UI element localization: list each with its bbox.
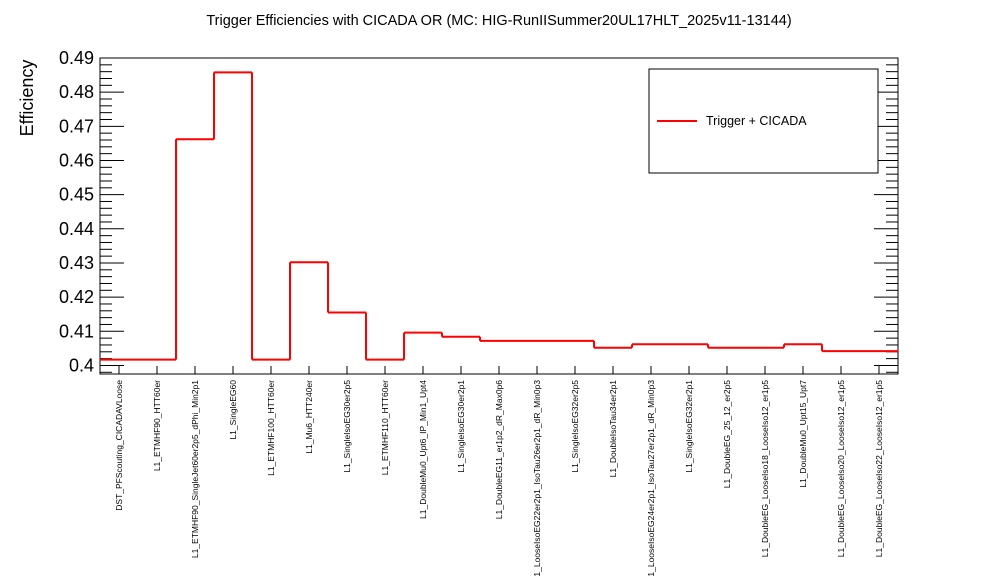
y-tick-label: 0.45 <box>59 185 94 205</box>
x-tick-label: DST_PFScouting_CICADAVLoose <box>114 380 124 511</box>
y-axis: 0.4 0.41 0.42 0.43 0.44 0.45 0.46 0.47 0.48 0.49 <box>59 48 898 375</box>
chart-title: Trigger Efficiencies with CICADA OR (MC:… <box>206 13 791 29</box>
x-tick-label: L1_DoubleEG_25_12_er2p5 <box>722 380 732 489</box>
x-tick-label: L1_DoubleEG_LooseIso22_LooseIso12_er1p5 <box>874 380 884 557</box>
y-tick-label: 0.4 <box>69 355 94 375</box>
legend-label: Trigger + CICADA <box>706 114 807 128</box>
x-tick-label: L1_DoubleMu0_Upt6_IP_Min1_Upt4 <box>418 380 428 519</box>
x-tick-label: L1_SingleIsoEG30er2p5 <box>342 380 352 473</box>
x-tick-label: L1_DoubleEG_LooseIso18_LooseIso12_er1p5 <box>760 380 770 557</box>
y-tick-label: 0.48 <box>59 82 94 102</box>
x-tick-label: L1_ETMHF100_HTT60er <box>266 380 276 476</box>
legend: Trigger + CICADA <box>648 68 879 174</box>
y-tick-label: 0.49 <box>59 48 94 68</box>
y-tick-label: 0.41 <box>59 321 94 341</box>
y-tick-label: 0.43 <box>59 253 94 273</box>
x-tick-label: L1_Mu6_HTT240er <box>304 380 314 454</box>
y-tick-label: 0.44 <box>59 219 94 239</box>
x-tick-label: L1_LooseIsoEG24er2p1_IsoTau27er2p1_dR_Mi… <box>646 380 656 576</box>
x-tick-label: L1_SingleIsoEG32er2p5 <box>570 380 580 473</box>
x-tick-label: L1_SingleEG60 <box>228 380 238 440</box>
x-tick-label: L1_ETMHF90_HTT60er <box>152 380 162 471</box>
x-axis: DST_PFScouting_CICADAVLoose L1_ETMHF90_HT… <box>114 366 884 576</box>
x-tick-label: L1_LooseIsoEG22er2p1_IsoTau26er2p1_dR_Mi… <box>532 380 542 576</box>
y-tick-label: 0.47 <box>59 116 94 136</box>
x-tick-label: L1_ETMHF90_SingleJet60er2p5_dPhi_Min2p1 <box>190 380 200 558</box>
x-tick-label: L1_ETMHF110_HTT60er <box>380 380 390 475</box>
y-axis-label: Efficiency <box>17 60 37 137</box>
x-tick-label: L1_DoubleEG_LooseIso20_LooseIso12_er1p5 <box>836 380 846 557</box>
x-tick-label: L1_DoubleEG11_er1p2_dR_Max0p6 <box>494 380 504 520</box>
x-tick-label: L1_SingleIsoEG32er2p1 <box>684 380 694 473</box>
x-tick-label: L1_SingleIsoEG30er2p1 <box>456 380 466 473</box>
y-tick-label: 0.46 <box>59 150 94 170</box>
x-tick-label: L1_DoubleMu0_Upt15_Upt7 <box>798 380 808 488</box>
x-tick-label: L1_DoubleIsoTau34er2p1 <box>608 380 618 478</box>
y-tick-label: 0.42 <box>59 287 94 307</box>
histogram-series <box>100 71 898 361</box>
